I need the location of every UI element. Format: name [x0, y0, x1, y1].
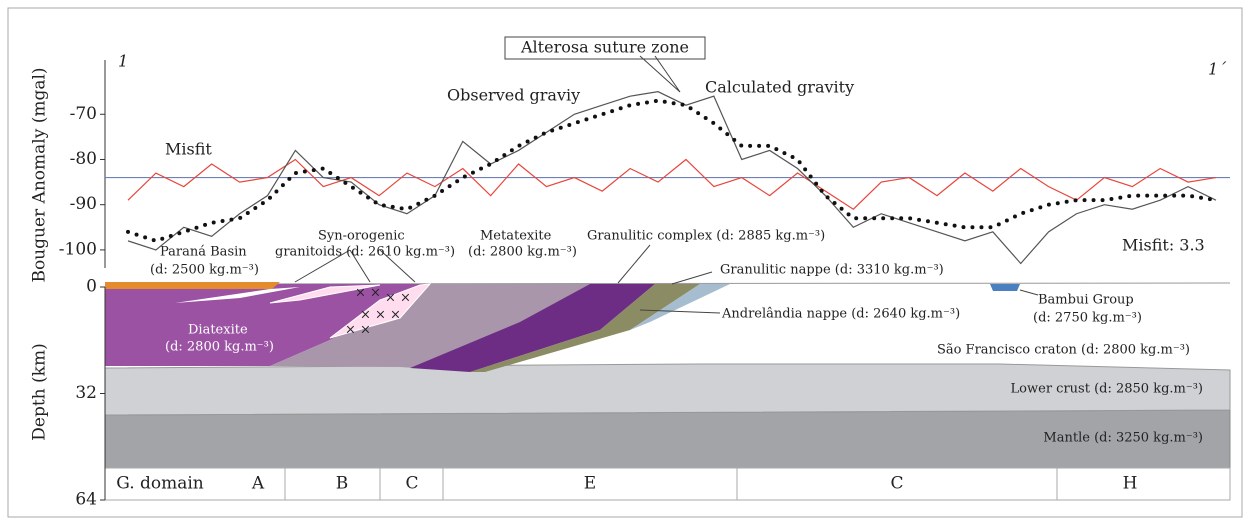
cross-section: × × × ×× × ×× × [104, 36, 1231, 501]
unit-label: (d: 2800 kg.m⁻³) [165, 340, 274, 355]
granitoid-crosses: × × × ×× × ×× × [345, 286, 411, 338]
series-line [127, 91, 1217, 265]
depth-axis-title: Depth (km) [30, 343, 50, 440]
domain-label: H [1123, 474, 1138, 494]
diatexite [105, 284, 430, 366]
leaders [294, 36, 1039, 314]
depth-tick-label: 0 [86, 277, 97, 297]
depth-tick-label: 32 [75, 383, 97, 403]
unit-label: Bambui Group [1038, 293, 1134, 308]
profile-start: 1 [118, 52, 128, 71]
domain-label: G. domain [116, 474, 204, 494]
unit-label: Mantle (d: 3250 kg.m⁻³) [1043, 431, 1203, 446]
unit-label: Granulitic complex (d: 2885 kg.m⁻³) [587, 229, 825, 244]
domain-label: C [405, 474, 418, 494]
domain-label: C [890, 474, 903, 494]
series-label: Observed graviy [447, 86, 580, 105]
granitoid [269, 284, 381, 304]
suture-label: Alterosa suture zone [520, 38, 689, 57]
domain-dividers [284, 468, 1058, 500]
y-tick-label: -90 [70, 194, 97, 214]
unit-label: São Francisco craton (d: 2800 kg.m⁻³) [937, 343, 1190, 358]
svg-text:× ×: × × [345, 323, 371, 338]
unit-label: (d: 2750 kg.m⁻³) [1033, 311, 1142, 326]
misfit-value: Misfit: 3.3 [1122, 236, 1205, 255]
domain-bar [104, 467, 1231, 501]
svg-text:× × ×: × × × [360, 308, 401, 323]
parana-basin [105, 282, 280, 289]
svg-text:× ×: × × [355, 286, 381, 301]
y-tick-label: -70 [70, 104, 97, 124]
domain-label: B [336, 474, 349, 494]
domain-label: A [251, 474, 265, 494]
granulitic-nappe [470, 284, 700, 372]
andrelandia-nappe [585, 284, 730, 348]
granulitic-complex [410, 284, 655, 372]
unit-labels: Paraná Basin (d: 2500 kg.m⁻³) Syn-orogen… [150, 229, 1203, 446]
domain-label: E [584, 474, 596, 494]
y-axis-title: Bouguer Anomaly (mgal) [30, 67, 50, 282]
surface [104, 282, 1231, 285]
series-label: Misfit [165, 140, 212, 159]
depth-tick-label: 64 [75, 490, 97, 510]
unit-label: (d: 2800 kg.m⁻³) [468, 245, 577, 260]
unit-label: Metatexite [480, 229, 552, 244]
bambui-group [990, 284, 1020, 291]
unit-label: Lower crust (d: 2850 kg.m⁻³) [1011, 382, 1203, 397]
series-line [126, 98, 1218, 243]
series-label: Calculated gravity [705, 78, 854, 97]
svg-text:× ×: × × [385, 291, 411, 306]
sliver [175, 287, 300, 303]
unit-label: Paraná Basin [160, 245, 247, 260]
unit-label: Diatexite [188, 323, 248, 338]
unit-label: Andrelândia nappe (d: 2640 kg.m⁻³) [721, 307, 960, 322]
granitoid [329, 283, 432, 339]
series-line [127, 158, 1217, 210]
unit-label: granitoids (d: 2610 kg.m⁻³) [275, 245, 455, 260]
unit-label: (d: 2500 kg.m⁻³) [150, 263, 259, 278]
unit-label: Granulitic nappe (d: 3310 kg.m⁻³) [720, 263, 944, 278]
frame [7, 7, 1243, 518]
unit-label: Syn-orogenic [318, 229, 405, 244]
profile-end: 1´ [1208, 60, 1227, 79]
y-tick-label: -80 [70, 149, 97, 169]
y-tick-label: -100 [59, 239, 97, 259]
